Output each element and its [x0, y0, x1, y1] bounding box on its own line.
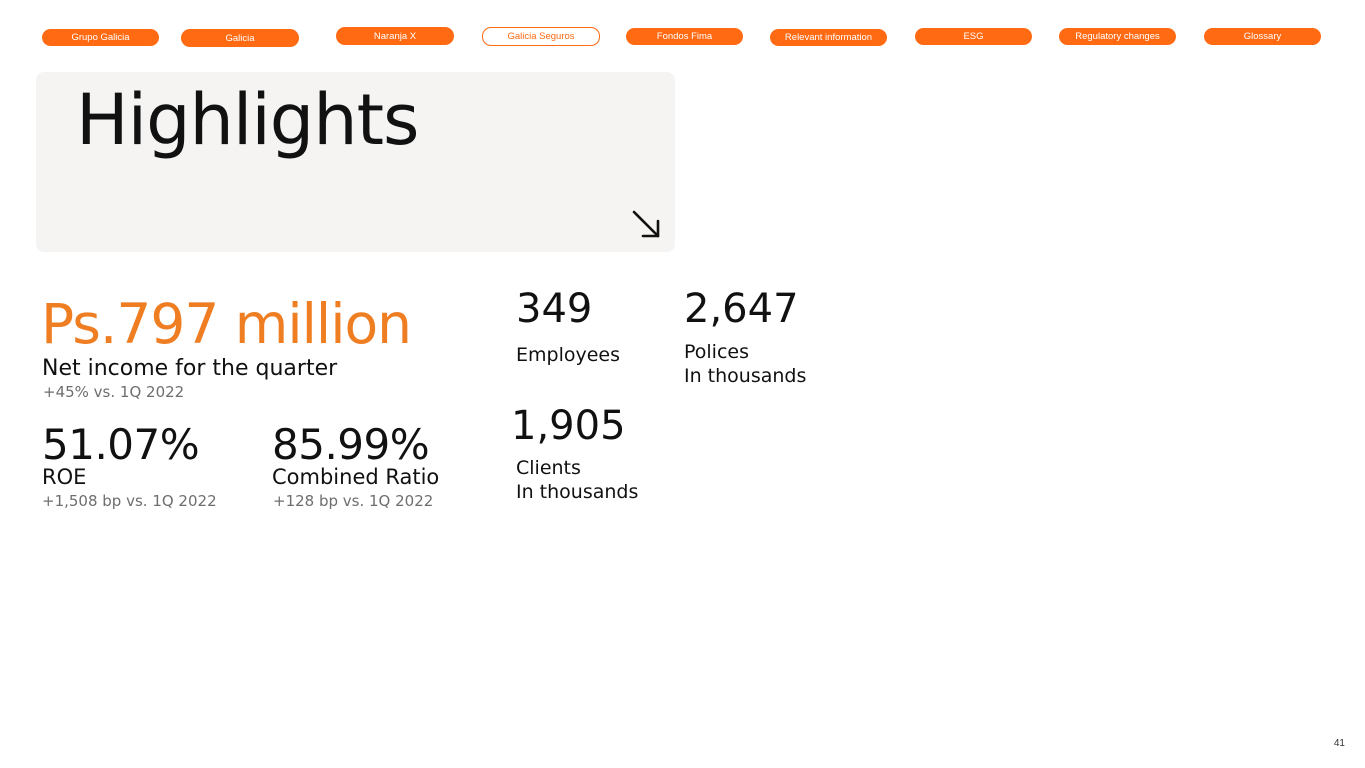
roe-value: 51.07%	[42, 420, 200, 469]
clients-label: Clients	[516, 457, 581, 479]
roe-label: ROE	[42, 465, 87, 489]
polices-value: 2,647	[684, 286, 799, 332]
combined-ratio-change: +128 bp vs. 1Q 2022	[273, 492, 434, 510]
highlights-hero-card: Highlights	[36, 72, 675, 252]
page-number: 41	[1333, 738, 1345, 749]
clients-value: 1,905	[511, 403, 626, 449]
polices-unit: In thousands	[684, 365, 807, 387]
employees-value: 349	[516, 286, 593, 332]
net-income-label: Net income for the quarter	[42, 356, 338, 381]
combined-ratio-value: 85.99%	[272, 420, 430, 469]
tab-fondos-fima[interactable]: Fondos Fima	[626, 28, 743, 45]
arrow-down-right-icon	[632, 210, 660, 238]
tab-galicia-seguros[interactable]: Galicia Seguros	[482, 27, 600, 46]
tab-relevant-information[interactable]: Relevant information	[770, 29, 887, 46]
tab-naranja-x[interactable]: Naranja X	[336, 27, 454, 45]
tab-glossary[interactable]: Glossary	[1204, 28, 1321, 45]
page-title: Highlights	[76, 79, 419, 161]
employees-label: Employees	[516, 344, 620, 366]
net-income-change: +45% vs. 1Q 2022	[43, 383, 185, 401]
combined-ratio-label: Combined Ratio	[272, 465, 440, 489]
clients-unit: In thousands	[516, 481, 639, 503]
roe-change: +1,508 bp vs. 1Q 2022	[42, 492, 217, 510]
tab-regulatory-changes[interactable]: Regulatory changes	[1059, 28, 1176, 45]
tab-galicia[interactable]: Galicia	[181, 29, 299, 47]
net-income-value: Ps.797 million	[41, 292, 412, 356]
tab-esg[interactable]: ESG	[915, 28, 1032, 45]
polices-label: Polices	[684, 341, 749, 363]
tab-grupo-galicia[interactable]: Grupo Galicia	[42, 29, 159, 46]
